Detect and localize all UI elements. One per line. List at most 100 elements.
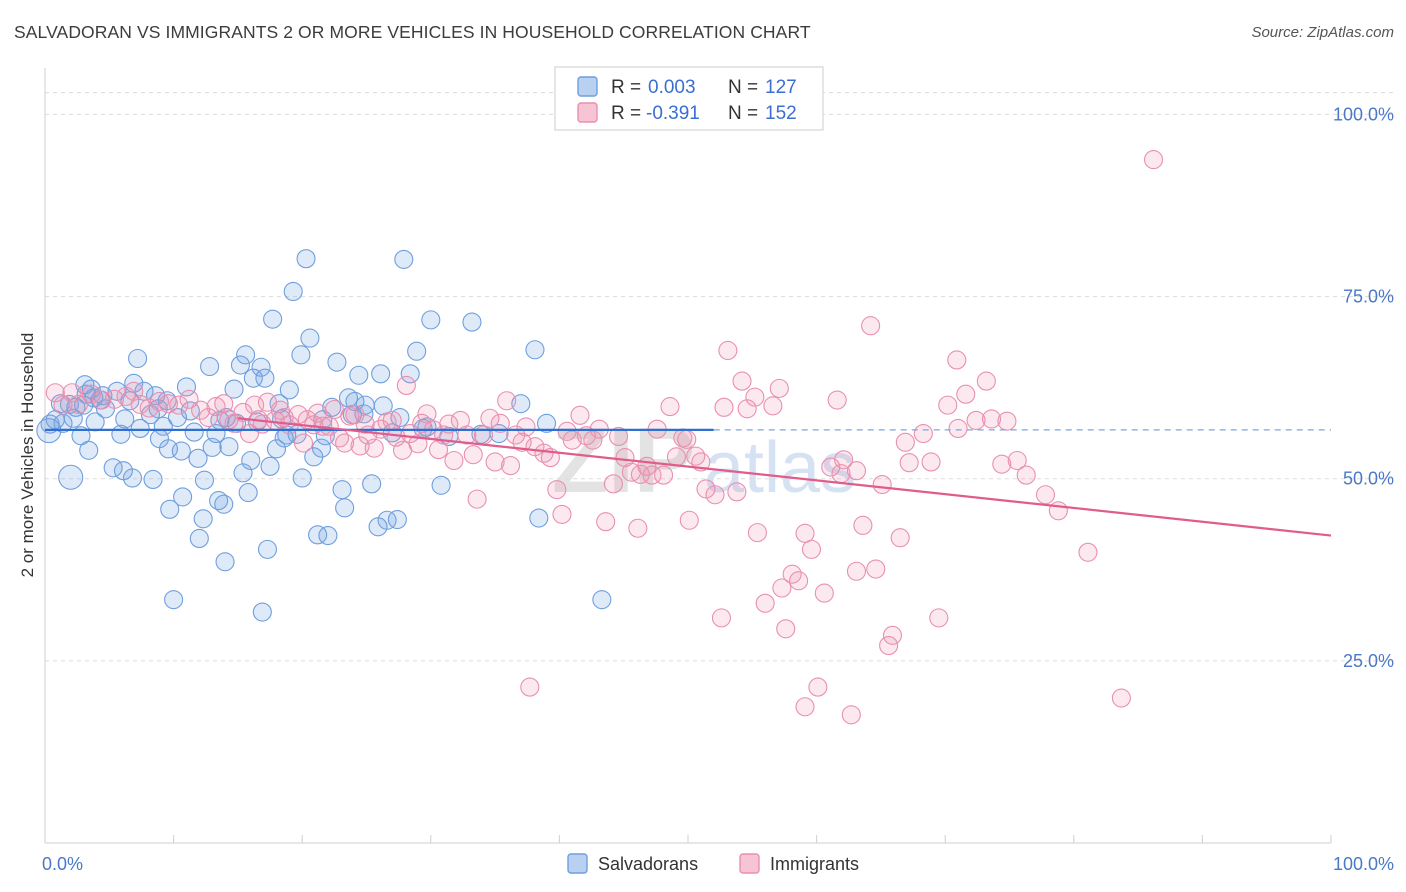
immigrants-point — [808, 677, 828, 697]
x-tick-labels: 0.0% 100.0% — [42, 854, 1394, 874]
immigrants-point — [206, 397, 226, 417]
immigrants-point — [846, 561, 867, 581]
salvadorans-r-label: R = — [611, 77, 641, 98]
immigrants-point — [929, 608, 949, 628]
immigrants-point — [500, 456, 521, 476]
salvadorans-point — [189, 528, 209, 549]
immigrants-point — [293, 433, 314, 453]
immigrants-point — [191, 400, 211, 420]
immigrants-point — [412, 413, 432, 433]
immigrants-point — [718, 340, 738, 361]
immigrants-point — [890, 528, 910, 548]
immigrants-point — [660, 397, 680, 417]
immigrants-point — [921, 452, 941, 472]
salvadorans-point — [251, 357, 271, 377]
salvadorans-point — [140, 405, 161, 425]
immigrants-point — [938, 395, 958, 415]
salvadorans-point — [371, 364, 391, 384]
immigrants-point — [603, 474, 623, 494]
salvadorans-point — [536, 413, 557, 433]
immigrants-series-label: Immigrants — [770, 854, 859, 874]
salvadorans-point — [173, 487, 193, 507]
axes — [44, 68, 1332, 844]
immigrants-point — [677, 429, 697, 449]
immigrants-point — [679, 510, 699, 530]
immigrants-point — [776, 619, 796, 639]
immigrants-point — [654, 465, 674, 485]
immigrants-point — [801, 539, 822, 559]
immigrants-point — [68, 394, 88, 414]
salvadorans-point — [373, 396, 393, 416]
immigrants-point — [497, 391, 517, 411]
salvadorans-point — [236, 345, 256, 365]
salvadorans-point — [327, 352, 347, 372]
immigrants-point — [288, 405, 308, 425]
salvadorans-point — [279, 380, 299, 400]
salvadorans-point — [171, 441, 191, 461]
immigrants-point — [772, 578, 792, 598]
salvadorans-point — [193, 509, 213, 529]
salvadorans-point — [241, 450, 261, 471]
salvadorans-point — [194, 470, 215, 490]
salvadorans-n-value: 127 — [765, 77, 797, 98]
immigrants-point — [547, 480, 567, 500]
salvadorans-series-swatch — [567, 853, 588, 874]
y-tick-label: 100.0% — [1333, 104, 1394, 124]
salvadorans-point — [462, 312, 482, 332]
watermark: ZIP atlas — [552, 410, 856, 512]
salvadorans-point — [511, 394, 531, 414]
salvadorans-point — [431, 475, 451, 495]
immigrants-point — [705, 485, 725, 505]
salvadorans-point — [113, 461, 133, 481]
salvadorans-point — [200, 356, 220, 377]
immigrants-point — [899, 453, 919, 473]
salvadorans-point — [263, 309, 283, 329]
immigrants-point — [467, 489, 487, 509]
immigrants-point — [139, 398, 159, 418]
immigrants-point — [552, 504, 572, 524]
salvadorans-point — [164, 590, 184, 610]
salvadorans-point — [107, 381, 127, 401]
salvadorans-point — [255, 368, 275, 388]
immigrants-point — [992, 454, 1012, 474]
immigrants-point — [520, 677, 540, 697]
salvadorans-point — [219, 437, 239, 457]
salvadorans-point — [149, 429, 170, 449]
immigrants-point — [814, 583, 834, 603]
immigrants-point — [981, 409, 1002, 429]
immigrants-point — [81, 384, 101, 404]
watermark-zip: ZIP — [552, 410, 695, 512]
salvadorans-point — [292, 468, 312, 488]
salvadorans-point — [283, 281, 303, 302]
salvadorans-point — [387, 509, 407, 530]
immigrants-point — [158, 394, 179, 414]
y-tick-label: 50.0% — [1343, 469, 1394, 489]
immigrants-point — [335, 433, 355, 453]
salvadorans-point — [311, 438, 332, 458]
immigrants-point — [861, 316, 881, 336]
salvadorans-point — [390, 407, 410, 428]
salvadorans-point — [394, 249, 414, 269]
salvadorans-point — [291, 345, 311, 365]
immigrants-point — [609, 426, 629, 447]
immigrants-point — [879, 636, 899, 656]
chart-title: SALVADORAN VS IMMIGRANTS 2 OR MORE VEHIC… — [14, 22, 811, 42]
immigrants-point — [1048, 501, 1068, 521]
immigrants-point — [408, 434, 428, 454]
salvadorans-point — [58, 464, 84, 490]
immigrants-point — [853, 515, 873, 535]
salvadorans-point — [529, 508, 549, 528]
immigrants-point — [198, 407, 218, 428]
immigrants-point — [831, 464, 851, 484]
y-axis-title: 2 or more Vehicles in Household — [18, 333, 37, 578]
immigrants-point — [846, 461, 867, 481]
x-tick-label: 0.0% — [42, 854, 83, 874]
immigrants-point — [473, 425, 494, 445]
salvadorans-point — [400, 364, 420, 384]
salvadorans-point — [300, 328, 320, 348]
immigrants-point — [827, 390, 847, 410]
salvadorans-point — [257, 539, 278, 559]
watermark-atlas: atlas — [704, 428, 856, 508]
salvadorans-point — [349, 365, 369, 385]
